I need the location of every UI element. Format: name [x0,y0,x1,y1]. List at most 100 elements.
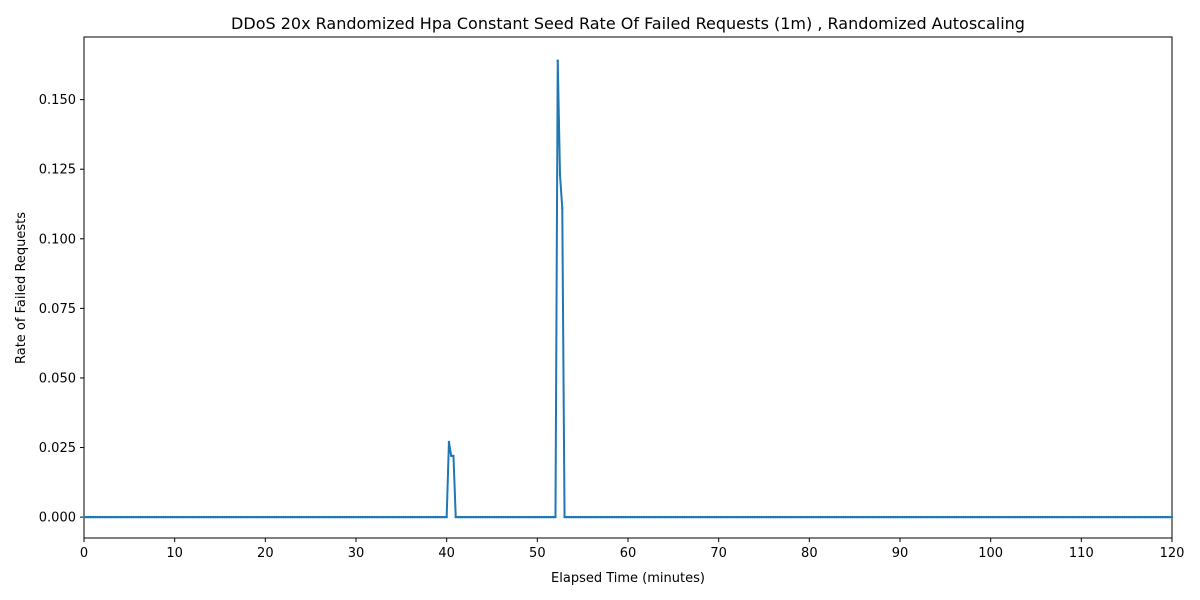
data-point [239,515,242,519]
data-point [282,515,285,519]
data-point [434,515,437,519]
data-point [613,515,616,519]
data-point [1096,515,1099,519]
data-point [939,515,942,519]
data-point [654,515,657,519]
data-point [89,515,93,519]
data-point [712,515,716,519]
data-point [1091,515,1094,519]
data-point [642,515,646,519]
data-point [273,515,276,519]
data-point [1039,515,1042,519]
data-point [860,515,863,519]
data-point [425,515,428,519]
data-point [767,515,770,519]
data-point [153,515,156,519]
data-point [853,515,856,519]
data-point [377,515,380,519]
data-point [280,515,283,519]
data-point [919,515,922,519]
data-point [1043,515,1047,519]
data-point [1130,515,1133,519]
data-point [957,515,961,519]
data-point [270,515,274,519]
data-point [1154,515,1158,519]
data-point [882,515,886,519]
data-point [876,515,879,519]
data-point [200,515,204,519]
data-point [336,515,340,519]
data-point [615,515,618,519]
data-point [554,515,557,519]
data-point [790,515,793,519]
data-point [960,515,963,519]
data-point [418,515,421,519]
data-point [928,515,931,519]
data-point [395,515,398,519]
data-point [1170,515,1174,519]
data-point [438,515,442,519]
data-point [1041,515,1045,519]
data-point [1127,515,1131,519]
data-point [416,515,419,519]
data-point [871,515,874,519]
data-point [565,515,568,519]
data-point [805,515,809,519]
data-point [889,515,893,519]
data-point [85,515,88,519]
data-point [697,515,700,519]
data-point [631,515,634,519]
data-point [706,515,709,519]
data-point [708,515,711,519]
data-point [314,515,317,519]
data-point [130,515,133,519]
data-point [348,515,351,519]
data-point [255,515,258,519]
y-tick-label: 0.100 [39,232,76,247]
data-point [935,515,938,519]
data-point [205,515,208,519]
data-point [391,515,394,519]
data-point [463,515,466,519]
data-point [243,515,247,519]
data-point [386,515,389,519]
data-point [105,515,108,519]
data-point [978,515,981,519]
data-point [1009,515,1013,519]
data-point [599,515,602,519]
data-point [1016,515,1020,519]
data-point [511,515,514,519]
y-tick-label: 0.000 [39,511,76,526]
data-point [461,515,464,519]
data-point [252,515,256,519]
data-point [370,515,374,519]
data-point [864,515,868,519]
data-point [892,515,895,519]
data-point [912,515,915,519]
data-point [1093,515,1097,519]
data-point [411,515,414,519]
data-point [633,515,636,519]
data-point [842,515,845,519]
data-point [844,515,847,519]
data-point [1018,515,1022,519]
x-tick-label: 0 [80,546,88,561]
data-point [828,515,831,519]
data-point [527,515,530,519]
data-point [814,515,818,519]
y-tick-label: 0.025 [39,441,76,456]
data-point [180,515,183,519]
data-point [994,515,997,519]
data-point [916,515,920,519]
data-point [656,515,659,519]
data-point [1086,515,1090,519]
data-point [493,515,496,519]
data-point [175,515,179,519]
data-point [1123,515,1126,519]
data-point [1105,515,1108,519]
data-point [257,515,260,519]
data-point [592,515,596,519]
data-point [683,515,686,519]
data-point [327,515,330,519]
data-point [316,515,319,519]
